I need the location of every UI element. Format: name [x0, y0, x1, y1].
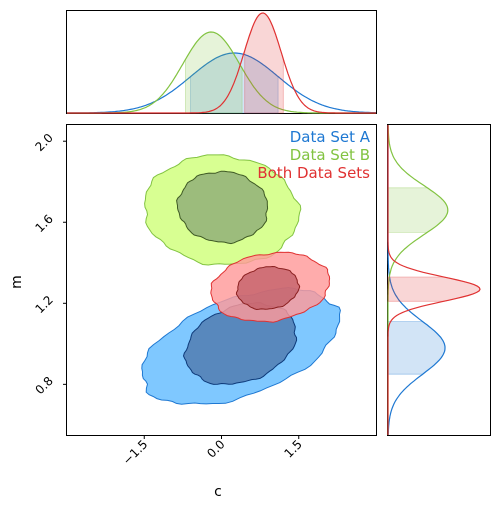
- x-tick-label: −1.5: [120, 437, 151, 468]
- top-marginal-panel: [66, 10, 377, 114]
- right-marginal-panel: [387, 124, 491, 436]
- x-axis-label: c: [214, 484, 222, 500]
- y-tick-label: 1.2: [32, 293, 55, 316]
- y-tick-label: 1.6: [32, 212, 55, 235]
- y-tick-label: 0.8: [32, 374, 55, 397]
- x-tick-label: 0.0: [204, 437, 227, 460]
- marginal-x-curve-data-set-a: [67, 52, 377, 114]
- contour-68-data-set-b: [176, 170, 269, 245]
- legend-entry-both-data-sets: Both Data Sets: [257, 164, 370, 182]
- x-tick-label: 1.5: [282, 437, 305, 460]
- marginal-x-curve-both-data-sets: [67, 12, 376, 114]
- legend-entry-data-set-b: Data Set B: [290, 146, 370, 164]
- marginal-y-curve-both-data-sets: [387, 125, 481, 435]
- legend-entry-data-set-a: Data Set A: [290, 128, 371, 146]
- y-tick-label: 2.0: [32, 131, 55, 154]
- y-axis-label: m: [9, 275, 25, 289]
- contour-68-both-data-sets: [235, 265, 301, 311]
